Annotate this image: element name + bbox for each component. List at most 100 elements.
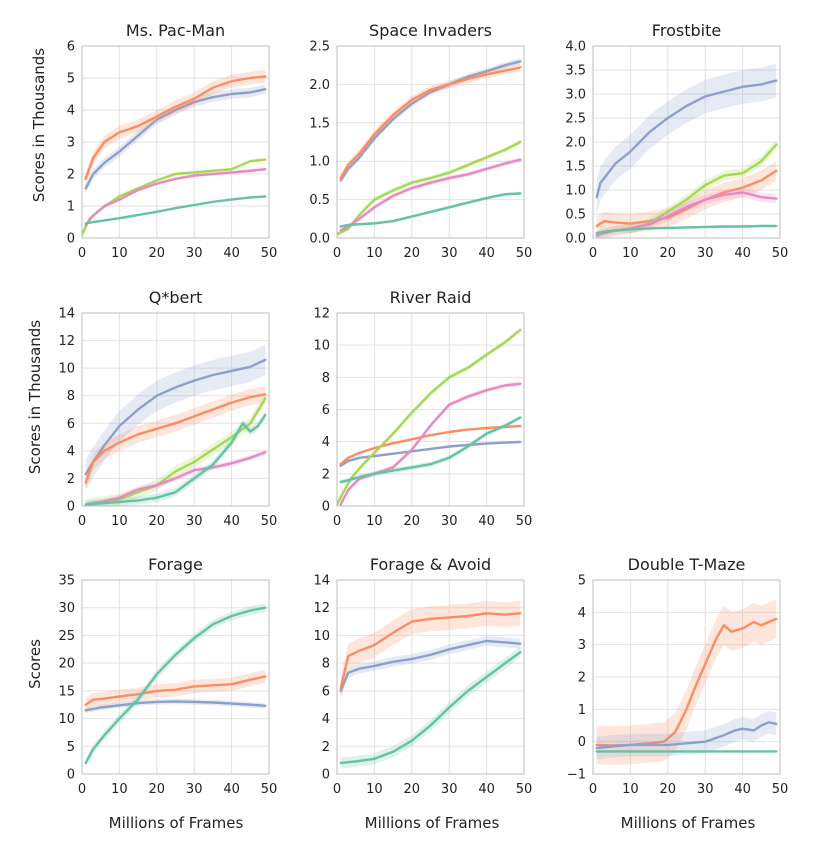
panel-5: 0 10 20 30 40 50 0 2 4 6 8 10 12 River Raid bbox=[313, 288, 532, 529]
series-band-blue bbox=[596, 63, 777, 214]
plot-frame bbox=[336, 45, 525, 239]
y-tick-label: 15 bbox=[58, 684, 75, 699]
x-tick-label: 30 bbox=[186, 514, 203, 529]
x-tick-label: 20 bbox=[404, 246, 421, 261]
y-tick-label: 4 bbox=[67, 104, 75, 119]
x-axis-label-panel9: Millions of Frames bbox=[621, 814, 756, 832]
plot-area bbox=[84, 344, 267, 506]
y-tick-label: 8 bbox=[322, 371, 330, 386]
panel-8: 0 10 20 30 40 50 0 2 4 6 8 10 12 14 Forage & Avoid bbox=[313, 555, 532, 797]
y-tick-label: 3 bbox=[578, 638, 586, 653]
x-tick-label: 20 bbox=[660, 246, 677, 261]
y-tick-label: 20 bbox=[58, 657, 75, 672]
series-line-green bbox=[339, 650, 522, 765]
y-tick-label: 1.5 bbox=[565, 160, 586, 175]
y-tick-label: 0.5 bbox=[309, 193, 330, 208]
y-tick-label: 25 bbox=[58, 629, 75, 644]
x-tick-label: 40 bbox=[478, 782, 495, 797]
panel-2: 0 10 20 30 40 50 0.0 0.5 1.0 1.5 2.0 2.5 Space Invad… bbox=[309, 21, 532, 261]
series-line-orange bbox=[84, 675, 267, 706]
y-tick-label: 0.5 bbox=[565, 208, 586, 223]
series-band-green bbox=[340, 646, 521, 769]
x-tick-label: 40 bbox=[223, 246, 240, 261]
y-tick-label: 10 bbox=[313, 629, 330, 644]
y-tick-label: 0 bbox=[322, 500, 330, 515]
panel-title: River Raid bbox=[390, 288, 472, 307]
y-tick-label: 6 bbox=[322, 684, 330, 699]
x-tick-label: 20 bbox=[149, 782, 166, 797]
series-line-orange bbox=[84, 75, 267, 181]
plot-frame bbox=[81, 579, 270, 775]
y-tick-label: 12 bbox=[313, 307, 330, 322]
x-tick-label: 30 bbox=[441, 246, 458, 261]
y-tick-label: 0 bbox=[67, 500, 75, 515]
panel-title: Forage & Avoid bbox=[370, 555, 491, 574]
y-tick-label: 3 bbox=[67, 136, 75, 151]
y-tick-label: 0 bbox=[578, 735, 586, 750]
x-tick-label: 30 bbox=[186, 246, 203, 261]
series-line-green bbox=[595, 224, 778, 235]
series-line-green bbox=[84, 606, 267, 765]
panel-title: Space Invaders bbox=[369, 21, 492, 40]
plot-frame bbox=[81, 312, 270, 507]
series-band-orange bbox=[596, 599, 777, 765]
y-tick-label: 35 bbox=[58, 574, 75, 589]
series-line-orange bbox=[339, 66, 522, 180]
x-tick-label: 30 bbox=[186, 782, 203, 797]
series-band-blue bbox=[85, 344, 266, 490]
series-line-orange bbox=[339, 612, 522, 690]
series-band-pink bbox=[340, 157, 521, 233]
y-tick-label: 4 bbox=[322, 435, 330, 450]
panel-1: 0 10 20 30 40 50 0 1 2 3 4 5 6 Ms. Pac-Man bbox=[67, 21, 278, 261]
x-tick-label: 30 bbox=[697, 782, 714, 797]
y-tick-label: 0.0 bbox=[309, 232, 330, 247]
series-line-orange bbox=[84, 393, 267, 484]
x-tick-label: 0 bbox=[78, 246, 86, 261]
x-tick-label: 10 bbox=[111, 246, 128, 261]
y-tick-label: 4 bbox=[322, 712, 330, 727]
x-axis-label-panel8: Millions of Frames bbox=[365, 814, 500, 832]
series-line-green bbox=[339, 416, 522, 484]
panel-title: Double T-Maze bbox=[628, 555, 746, 574]
y-tick-label: −1 bbox=[567, 768, 586, 783]
series-line-lime bbox=[337, 140, 522, 236]
series-line-blue bbox=[84, 358, 267, 476]
x-tick-label: 0 bbox=[333, 514, 341, 529]
x-tick-label: 30 bbox=[697, 246, 714, 261]
y-tick-label: 30 bbox=[58, 601, 75, 616]
series-band-blue bbox=[596, 711, 777, 760]
y-tick-label: 6 bbox=[67, 40, 75, 55]
y-tick-label: 3.5 bbox=[565, 64, 586, 79]
y-tick-label: 0.0 bbox=[565, 232, 586, 247]
y-tick-label: 6 bbox=[67, 417, 75, 432]
x-tick-label: 50 bbox=[261, 514, 278, 529]
series-band-lime bbox=[82, 158, 266, 237]
x-tick-label: 30 bbox=[441, 782, 458, 797]
panel-title: Frostbite bbox=[652, 21, 721, 40]
x-tick-label: 50 bbox=[772, 246, 789, 261]
plot-frame bbox=[81, 45, 270, 239]
y-tick-label: 14 bbox=[313, 574, 330, 589]
x-tick-label: 50 bbox=[516, 514, 533, 529]
y-tick-label: 6 bbox=[322, 403, 330, 418]
x-tick-label: 0 bbox=[589, 782, 597, 797]
y-axis-label-row1: Scores in Thousands bbox=[30, 48, 48, 202]
x-tick-label: 40 bbox=[478, 514, 495, 529]
series-line-blue bbox=[595, 721, 778, 750]
x-tick-label: 50 bbox=[772, 782, 789, 797]
series-line-blue bbox=[84, 87, 267, 190]
y-tick-label: 5 bbox=[67, 72, 75, 87]
panel-7: 0 10 20 30 40 50 0 5 10 15 20 25 30 35 Forage bbox=[58, 555, 277, 797]
y-tick-label: 2.0 bbox=[309, 78, 330, 93]
x-tick-label: 10 bbox=[366, 246, 383, 261]
plot-frame bbox=[336, 312, 525, 507]
x-tick-label: 0 bbox=[333, 246, 341, 261]
x-tick-label: 20 bbox=[404, 514, 421, 529]
x-tick-label: 10 bbox=[111, 782, 128, 797]
x-tick-label: 40 bbox=[478, 246, 495, 261]
plot-area bbox=[595, 599, 778, 765]
series-line-blue bbox=[339, 60, 522, 182]
plot-area bbox=[82, 70, 267, 237]
y-tick-label: 1.5 bbox=[309, 116, 330, 131]
